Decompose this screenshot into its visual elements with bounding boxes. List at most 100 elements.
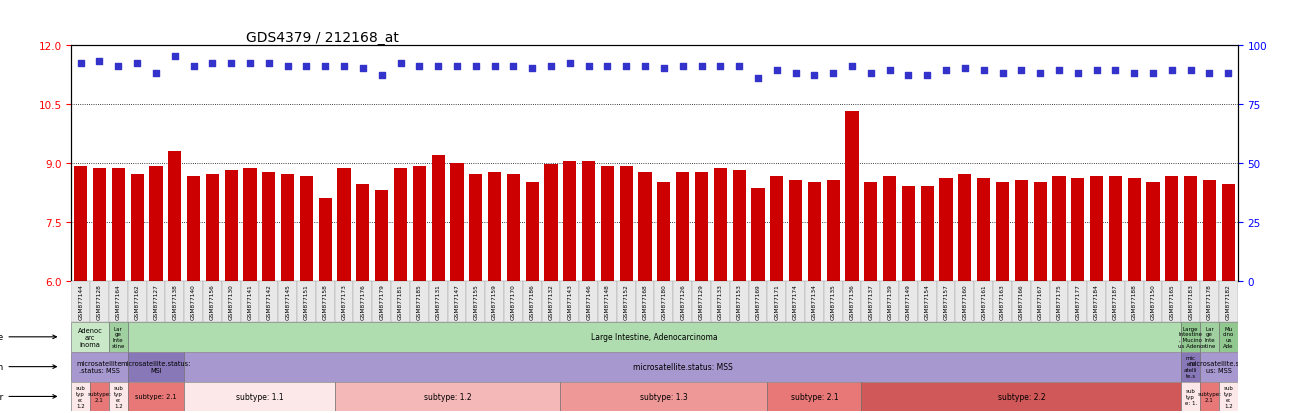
Bar (184, 281, 203, 322)
Point (70, 61, 91, 68)
Text: GSM877133: GSM877133 (718, 284, 723, 319)
Point (410, 63, 430, 70)
Bar (109, 281, 128, 322)
Bar (995, 183, 1010, 281)
Text: GSM877167: GSM877167 (1038, 284, 1043, 319)
Bar (469, 175, 482, 281)
Point (578, 63, 599, 70)
Text: GSM877160: GSM877160 (963, 284, 967, 319)
Point (673, 63, 693, 70)
Bar (206, 175, 219, 281)
Bar (1012, 281, 1030, 322)
Text: GSM877143: GSM877143 (568, 284, 573, 319)
Bar (375, 191, 389, 281)
Text: mic
ros
atelli
te.s: mic ros atelli te.s (1185, 356, 1198, 378)
Bar (560, 382, 767, 411)
Bar (241, 281, 259, 322)
Bar (334, 382, 560, 411)
Text: GSM877136: GSM877136 (849, 284, 854, 319)
Text: GSM877164: GSM877164 (115, 284, 121, 319)
Bar (489, 173, 502, 281)
Text: GSM877150: GSM877150 (1151, 284, 1156, 319)
Text: GSM877182: GSM877182 (1226, 284, 1231, 319)
Text: Mu
cino
us
Ade: Mu cino us Ade (1222, 326, 1234, 348)
Bar (1200, 322, 1218, 352)
Text: subtype:
2.1: subtype: 2.1 (88, 391, 111, 402)
Bar (1181, 322, 1200, 352)
Bar (372, 281, 391, 322)
Text: GSM877188: GSM877188 (1131, 284, 1137, 319)
Bar (749, 281, 767, 322)
Text: subtype: 1.2: subtype: 1.2 (424, 392, 472, 401)
Text: subtype: 1.1: subtype: 1.1 (236, 392, 284, 401)
Bar (677, 173, 689, 281)
Text: GSM877156: GSM877156 (210, 284, 215, 319)
Bar (1163, 281, 1181, 322)
Bar (91, 382, 109, 411)
Bar (993, 281, 1012, 322)
Bar (319, 199, 332, 281)
Point (1048, 68, 1069, 75)
Bar (203, 281, 222, 322)
Point (1218, 70, 1239, 77)
Bar (1105, 281, 1125, 322)
Bar (542, 281, 560, 322)
Bar (354, 281, 372, 322)
Point (1199, 70, 1220, 77)
Text: microsatellite.status:
MSI: microsatellite.status: MSI (121, 360, 191, 373)
Text: Lar
ge
Inte
stine: Lar ge Inte stine (111, 326, 124, 348)
Bar (166, 281, 184, 322)
Bar (432, 155, 445, 281)
Text: GSM877181: GSM877181 (398, 284, 403, 319)
Text: Adenoc
arc
inoma: Adenoc arc inoma (78, 327, 102, 347)
Text: GSM877135: GSM877135 (831, 284, 836, 319)
Bar (695, 173, 708, 281)
Bar (1128, 179, 1140, 281)
Bar (767, 281, 787, 322)
Text: GSM877138: GSM877138 (172, 284, 178, 319)
Point (936, 68, 956, 75)
Point (973, 68, 994, 75)
Bar (299, 177, 314, 281)
Bar (187, 177, 200, 281)
Text: Large
Intestine
, Mucino
us Adeno: Large Intestine , Mucino us Adeno (1178, 326, 1204, 348)
Bar (1068, 281, 1087, 322)
Bar (1015, 181, 1028, 281)
Point (1143, 70, 1164, 77)
Bar (864, 183, 877, 281)
Bar (582, 161, 595, 281)
Bar (244, 169, 257, 281)
Bar (824, 281, 842, 322)
Point (804, 73, 824, 79)
Bar (732, 171, 745, 281)
Bar (920, 187, 934, 281)
Text: GSM877151: GSM877151 (305, 284, 308, 319)
Text: GSM877145: GSM877145 (285, 284, 290, 319)
Point (1161, 68, 1182, 75)
Point (465, 63, 486, 70)
Bar (1090, 177, 1103, 281)
Bar (316, 281, 334, 322)
Bar (918, 281, 937, 322)
Point (823, 70, 844, 77)
Text: GSM877137: GSM877137 (868, 284, 874, 319)
Point (372, 73, 393, 79)
Bar (128, 352, 184, 382)
Bar (91, 281, 109, 322)
Text: GSM877176: GSM877176 (360, 284, 365, 319)
Text: sub
typ
e: 1.: sub typ e: 1. (1185, 388, 1196, 405)
Bar (789, 181, 802, 281)
Point (145, 70, 166, 77)
Bar (467, 281, 485, 322)
Bar (560, 281, 579, 322)
Text: GSM877166: GSM877166 (1019, 284, 1024, 319)
Bar (128, 281, 146, 322)
Bar (222, 281, 241, 322)
Bar (71, 382, 91, 411)
Bar (654, 281, 674, 322)
Text: subtype: 2.1: subtype: 2.1 (791, 392, 839, 401)
Bar (730, 281, 749, 322)
Bar (429, 281, 447, 322)
Point (390, 61, 411, 68)
Bar (827, 181, 840, 281)
